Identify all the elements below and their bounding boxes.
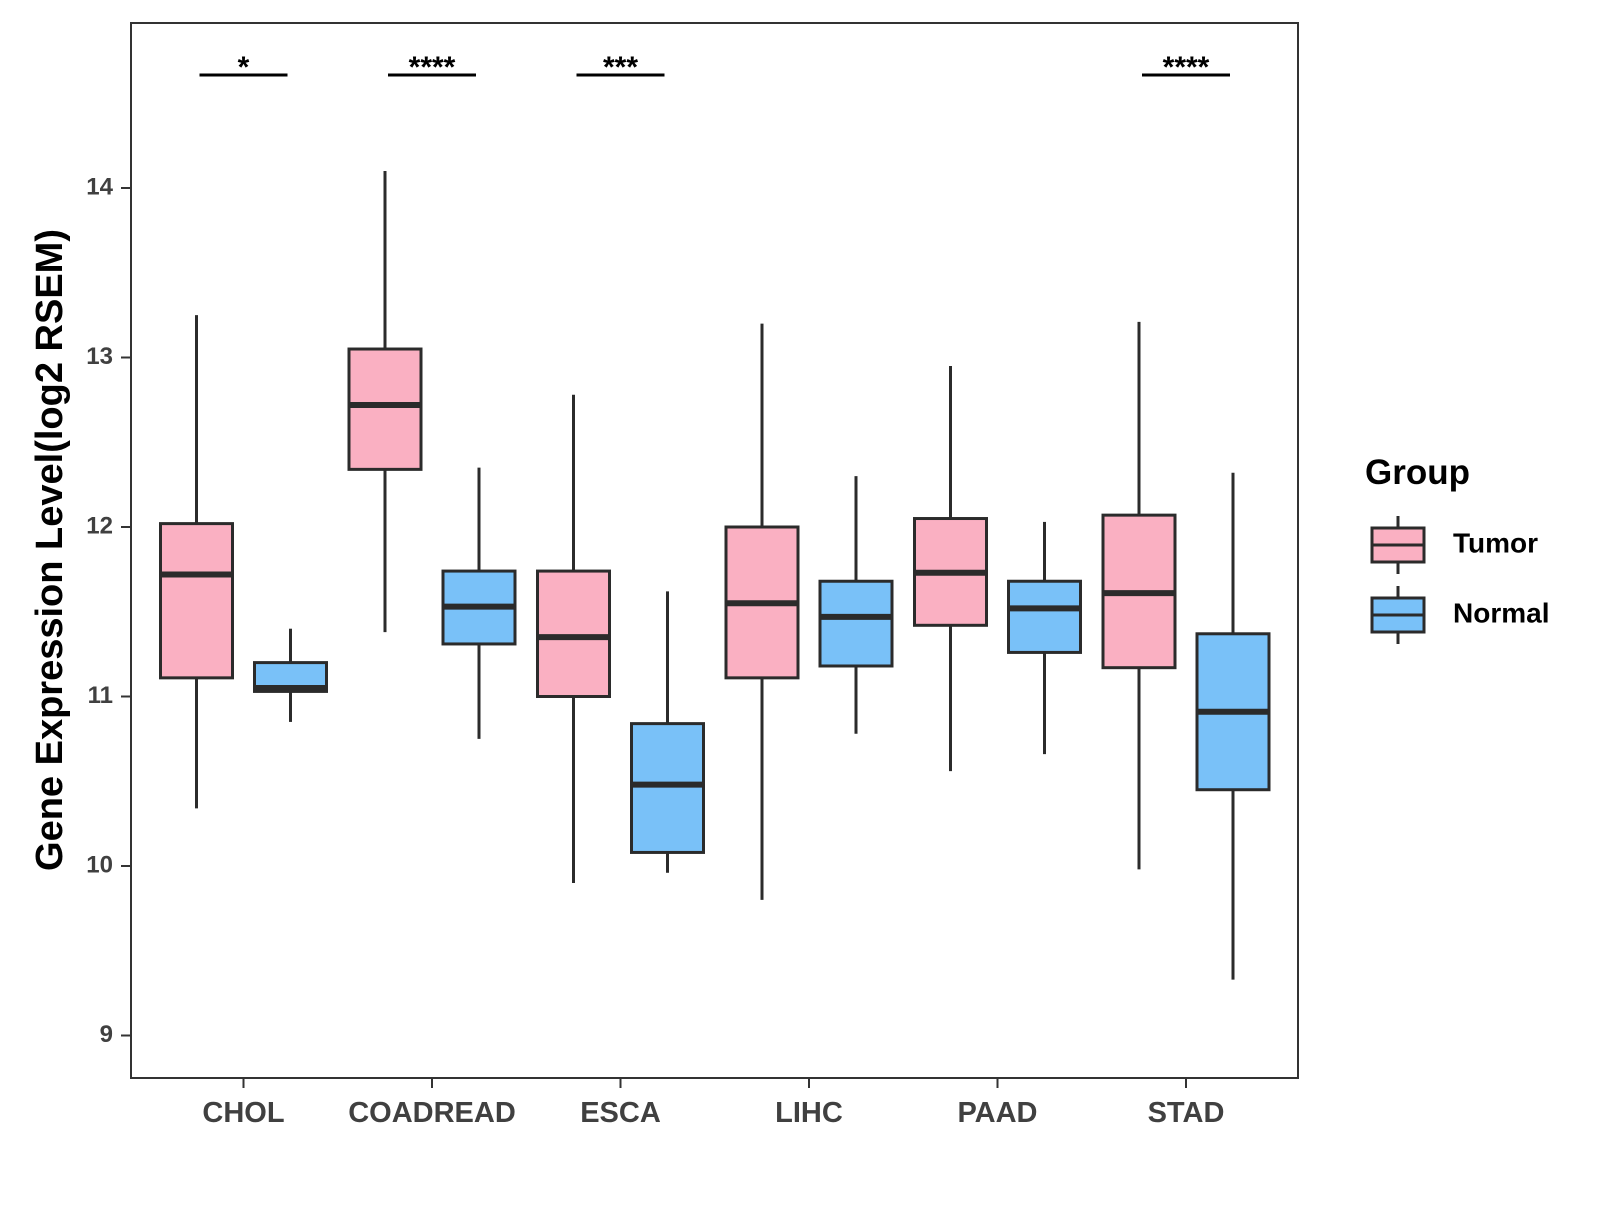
- box-tumor-paad: [913, 365, 988, 772]
- box-normal-chol: [253, 628, 328, 722]
- x-axis: CHOL COADREAD ESCA LIHC PAAD STAD: [202, 1078, 1224, 1129]
- legend-item-tumor: Tumor: [1370, 516, 1538, 574]
- significance-stad: ****: [1142, 51, 1230, 84]
- y-tick-label: 14: [86, 173, 113, 200]
- legend-title: Group: [1365, 453, 1470, 492]
- y-axis: 9 10 11 12 13 14: [86, 173, 131, 1048]
- legend-label: Normal: [1453, 597, 1549, 628]
- x-tick-label: COADREAD: [348, 1097, 516, 1129]
- box-body: [347, 347, 423, 471]
- legend: Group Tumor Normal: [1365, 453, 1549, 644]
- box-normal-coadread: [441, 467, 517, 739]
- y-tick-label: 13: [86, 343, 113, 370]
- box-body: [536, 569, 611, 699]
- x-tick-label: CHOL: [202, 1097, 284, 1129]
- legend-item-normal: Normal: [1370, 586, 1549, 644]
- y-tick-label: 12: [86, 512, 113, 539]
- box-tumor-lihc: [724, 323, 800, 900]
- box-body: [1007, 579, 1082, 654]
- significance-label: *: [238, 51, 250, 84]
- x-tick-label: PAAD: [957, 1097, 1037, 1129]
- significance-layer: * **** *** ****: [199, 51, 1230, 84]
- y-axis-title: Gene Expression Level(log2 RSEM): [29, 229, 71, 871]
- boxes-layer: [159, 171, 1271, 980]
- significance-label: ***: [603, 51, 638, 84]
- x-tick-label: ESCA: [580, 1097, 661, 1129]
- significance-coadread: ****: [388, 51, 476, 84]
- box-tumor-esca: [536, 394, 611, 883]
- x-tick-label: LIHC: [775, 1097, 843, 1129]
- box-normal-paad: [1007, 521, 1082, 755]
- box-tumor-stad: [1101, 321, 1177, 870]
- y-tick-label: 10: [86, 851, 113, 878]
- box-normal-stad: [1195, 472, 1271, 980]
- box-normal-lihc: [818, 476, 894, 734]
- box-tumor-coadread: [347, 171, 423, 633]
- significance-label: ****: [409, 51, 456, 84]
- y-tick-label: 9: [100, 1021, 113, 1048]
- significance-esca: ***: [576, 51, 665, 84]
- legend-label: Tumor: [1453, 527, 1538, 558]
- y-tick-label: 11: [88, 682, 113, 709]
- box-body: [630, 722, 705, 854]
- significance-chol: *: [199, 51, 288, 84]
- box-body: [159, 522, 234, 680]
- box-tumor-chol: [159, 315, 234, 809]
- box-body: [818, 579, 894, 668]
- significance-label: ****: [1163, 51, 1210, 84]
- x-tick-label: STAD: [1148, 1097, 1225, 1129]
- box-normal-esca: [630, 591, 705, 873]
